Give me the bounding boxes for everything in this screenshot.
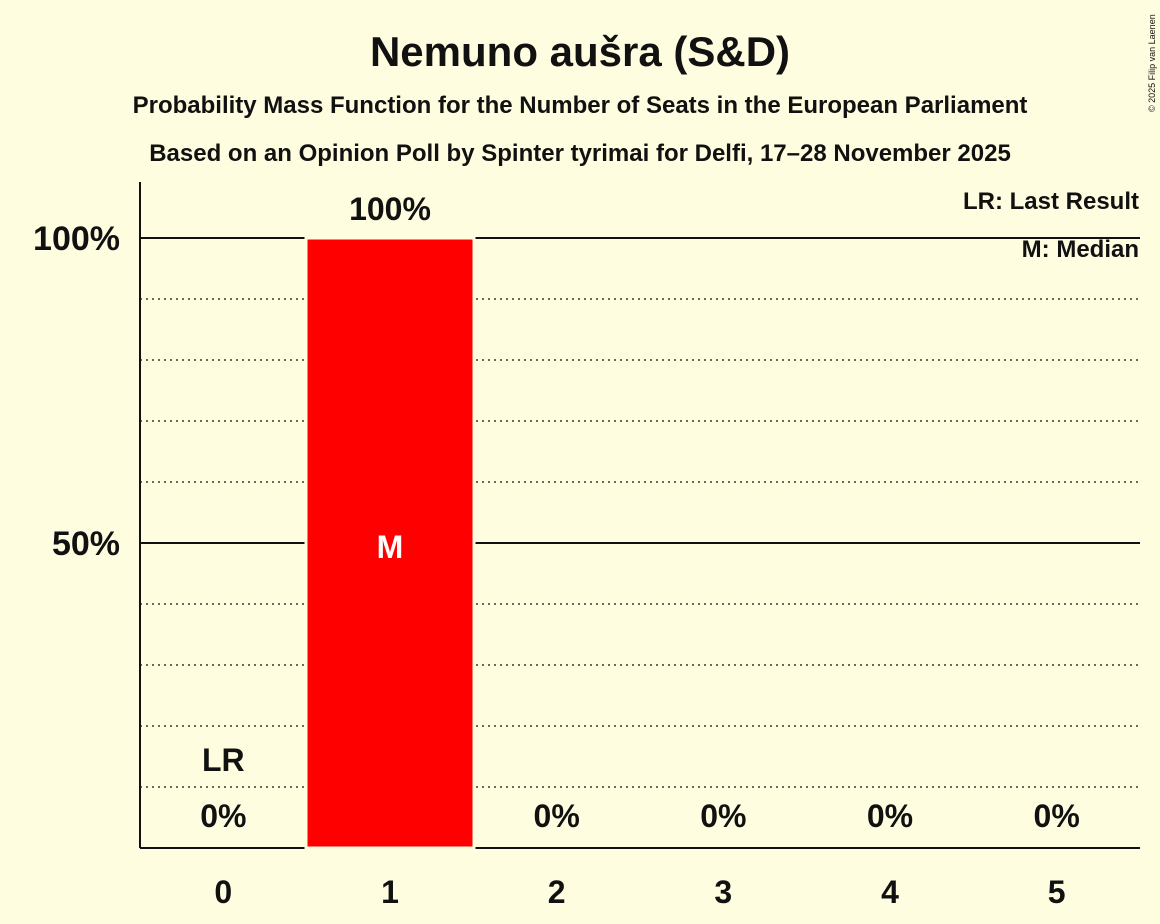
y-tick-label: 100% — [33, 220, 120, 258]
y-tick-label: 50% — [52, 525, 120, 563]
chart-title: Nemuno aušra (S&D) — [370, 28, 790, 75]
bar-value-label: 0% — [867, 798, 913, 834]
chart-subtitle: Probability Mass Function for the Number… — [133, 92, 1028, 119]
bar-value-label: 0% — [700, 798, 746, 834]
last-result-marker: LR — [202, 742, 245, 778]
x-tick-label: 1 — [381, 874, 399, 910]
chart-subtitle-source: Based on an Opinion Poll by Spinter tyri… — [149, 140, 1011, 167]
bar-value-label: 0% — [200, 798, 246, 834]
x-tick-label: 5 — [1048, 874, 1066, 910]
x-tick-label: 4 — [881, 874, 899, 910]
x-tick-label: 3 — [714, 874, 732, 910]
x-tick-label: 0 — [214, 874, 232, 910]
bar-value-label: 0% — [534, 798, 580, 834]
bar-value-label: 100% — [349, 191, 431, 227]
legend-median: M: Median — [1022, 236, 1139, 263]
median-marker: M — [377, 529, 404, 565]
bar-value-label: 0% — [1034, 798, 1080, 834]
bar-1 — [304, 236, 476, 850]
legend-last-result: LR: Last Result — [963, 188, 1139, 215]
copyright: © 2025 Filip van Laenen — [1147, 14, 1157, 112]
x-tick-label: 2 — [548, 874, 566, 910]
